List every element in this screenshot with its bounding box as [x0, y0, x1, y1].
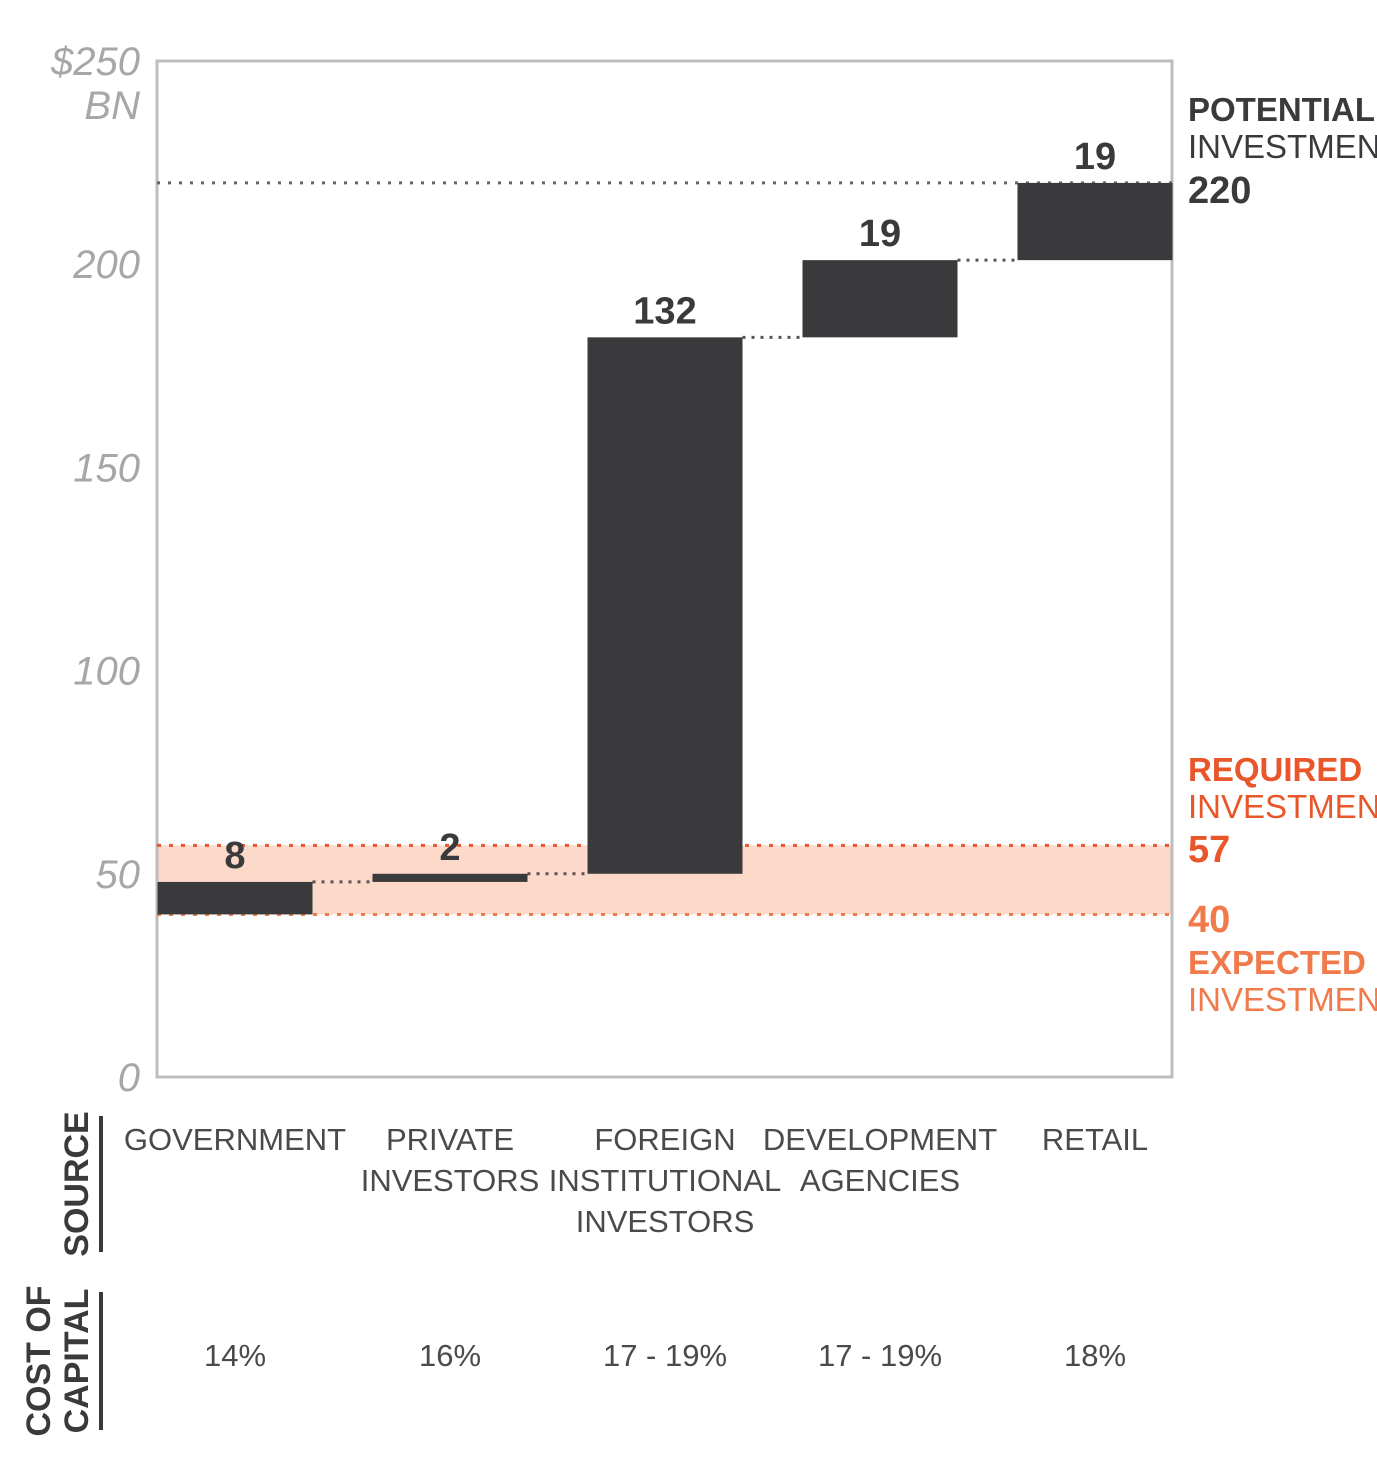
y-unit-label: BN	[84, 84, 140, 128]
required-label: INVESTMENT	[1188, 788, 1377, 825]
y-tick-label: 150	[73, 446, 140, 490]
expected-label: INVESTMENT	[1188, 981, 1377, 1018]
category-labels: GOVERNMENT PRIVATE INVESTORS FOREIGN INSTITU…	[124, 1122, 1148, 1239]
cost-row-label-line1: COST OF	[20, 1285, 58, 1436]
waterfall-bar	[157, 881, 313, 915]
bar-value-labels: 8 2 132 19 19	[224, 136, 1116, 877]
required-value: 57	[1188, 829, 1230, 871]
expected-label-bold: EXPECTED	[1188, 944, 1366, 981]
expected-value: 40	[1188, 899, 1230, 941]
source-row-label: SOURCE	[58, 1111, 96, 1256]
cost-row-label-line2: CAPITAL	[58, 1289, 96, 1434]
potential-label: INVESTMENT	[1188, 128, 1377, 165]
category-label-line: INSTITUTIONAL	[549, 1163, 782, 1198]
waterfall-bar	[372, 873, 528, 882]
side-annotations: POTENTIAL INVESTMENT 220 REQUIRED INVEST…	[1188, 91, 1377, 1018]
bar-value-label: 19	[1074, 136, 1116, 178]
potential-label-bold: POTENTIAL	[1188, 91, 1375, 128]
bar-value-label: 19	[859, 213, 901, 255]
waterfall-bar	[802, 260, 958, 338]
category-label-line: FOREIGN	[594, 1122, 735, 1157]
potential-value: 220	[1188, 170, 1251, 212]
category-label-line: PRIVATE	[386, 1122, 514, 1157]
y-tick-label: $250	[50, 40, 140, 84]
bar-value-label: 8	[224, 835, 245, 877]
y-axis-ticks: BN $250 200 150 100 50 0	[50, 40, 140, 1100]
row-labels: SOURCE COST OF CAPITAL	[20, 1111, 103, 1437]
y-tick-label: 50	[96, 853, 141, 897]
cost-of-capital-value: 18%	[1064, 1338, 1126, 1373]
connector-lines	[312, 258, 1018, 884]
required-label-bold: REQUIRED	[1188, 751, 1362, 788]
y-tick-label: 0	[118, 1056, 140, 1100]
category-label-line: GOVERNMENT	[124, 1122, 346, 1157]
plot-frame	[155, 59, 1174, 1079]
waterfall-bar	[587, 337, 743, 874]
category-label-line: INVESTORS	[361, 1163, 540, 1198]
cost-of-capital-value: 14%	[204, 1338, 266, 1373]
plot-border	[155, 59, 1174, 1079]
cost-of-capital-value: 17 - 19%	[818, 1338, 942, 1373]
cost-of-capital-values: 14% 16% 17 - 19% 17 - 19% 18%	[204, 1338, 1126, 1373]
bars	[157, 182, 1173, 915]
cost-of-capital-value: 17 - 19%	[603, 1338, 727, 1373]
cost-of-capital-value: 16%	[419, 1338, 481, 1373]
y-tick-label: 100	[73, 650, 140, 694]
waterfall-bar	[1017, 182, 1173, 261]
bar-value-label: 132	[633, 290, 696, 332]
category-label-line: RETAIL	[1042, 1122, 1148, 1157]
category-label-line: AGENCIES	[800, 1163, 960, 1198]
bar-value-label: 2	[439, 827, 460, 869]
category-label-line: INVESTORS	[576, 1204, 755, 1239]
y-tick-label: 200	[72, 243, 140, 287]
category-label-line: DEVELOPMENT	[763, 1122, 997, 1157]
